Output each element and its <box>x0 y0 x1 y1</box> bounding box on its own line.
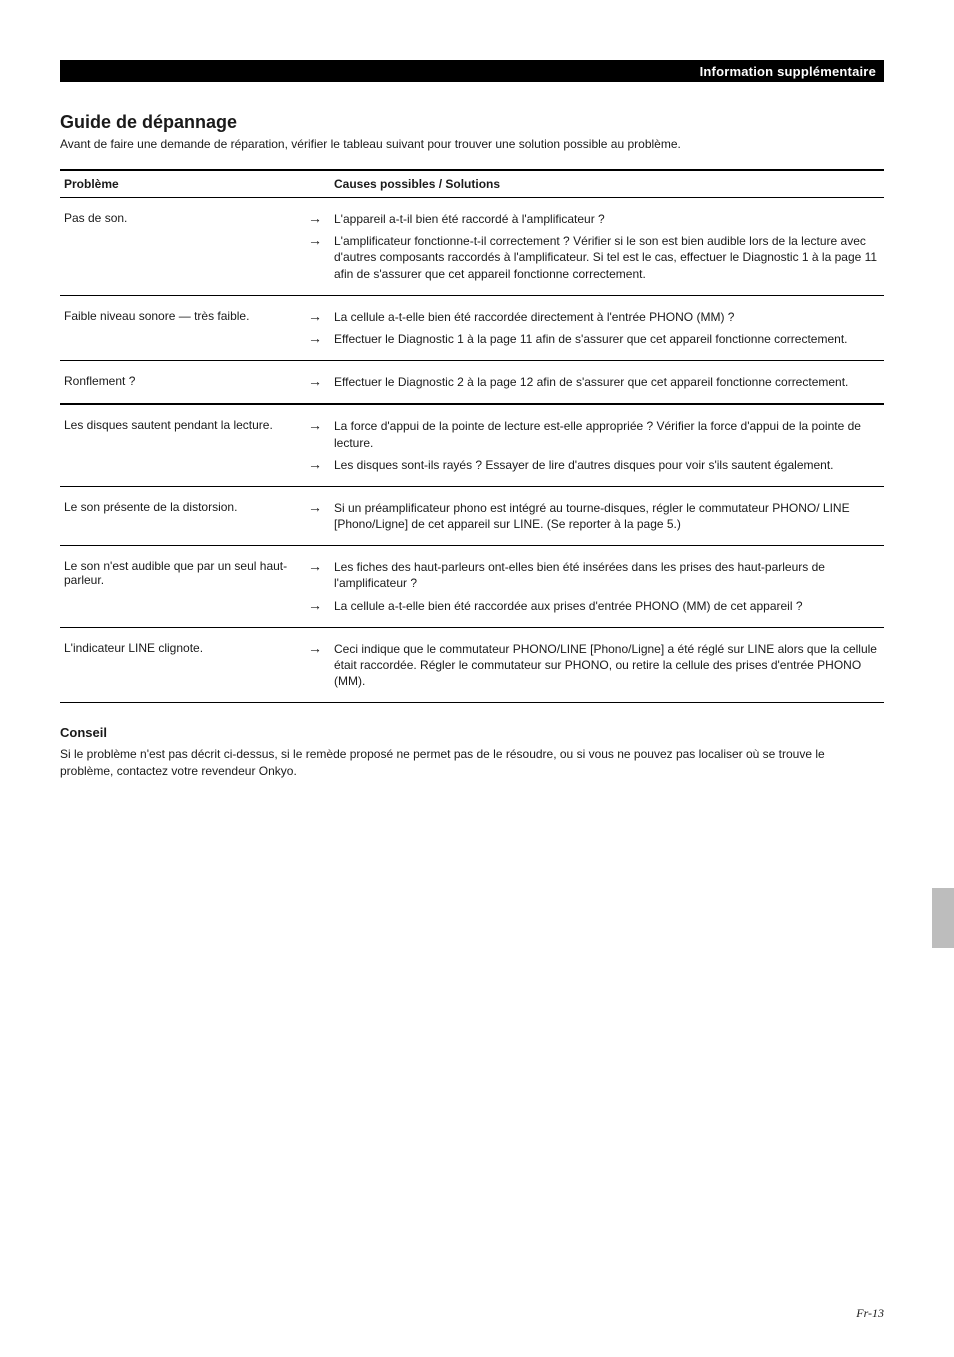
arrow-icon: → <box>300 306 330 328</box>
section-subtitle: Avant de faire une demande de réparation… <box>60 137 884 151</box>
arrow-icon: → <box>300 497 330 535</box>
arrow-icon: → <box>300 328 330 350</box>
table-group: L'indicateur LINE clignote.→Ceci indique… <box>60 627 884 703</box>
table-row: →La cellule a-t-elle bien été raccordée … <box>60 595 884 617</box>
cell-problem: L'indicateur LINE clignote. <box>60 638 300 693</box>
arrow-icon: → <box>300 208 330 230</box>
cell-remedy: L'amplificateur fonctionne-t-il correcte… <box>330 230 884 285</box>
arrow-icon: → <box>300 556 330 594</box>
cell-problem <box>60 328 300 350</box>
cell-remedy: Les fiches des haut-parleurs ont-elles b… <box>330 556 884 594</box>
cell-remedy: La cellule a-t-elle bien été raccordée a… <box>330 595 884 617</box>
tip-body: Si le problème n'est pas décrit ci-dessu… <box>60 746 860 778</box>
cell-problem: Le son présente de la distorsion. <box>60 497 300 535</box>
cell-problem: Le son n'est audible que par un seul hau… <box>60 556 300 594</box>
cell-remedy: Effectuer le Diagnostic 2 à la page 12 a… <box>330 371 884 393</box>
table-group: Le son présente de la distorsion.→Si un … <box>60 486 884 545</box>
cell-remedy: La force d'appui de la pointe de lecture… <box>330 415 884 453</box>
side-tab <box>932 888 954 948</box>
table-row: →Effectuer le Diagnostic 1 à la page 11 … <box>60 328 884 350</box>
table-row: Pas de son.→L'appareil a-t-il bien été r… <box>60 208 884 230</box>
table-header-row: Problème Causes possibles / Solutions <box>60 170 884 198</box>
section-title: Guide de dépannage <box>60 112 884 133</box>
table-row: Ronflement ?→Effectuer le Diagnostic 2 à… <box>60 371 884 393</box>
table-row: Les disques sautent pendant la lecture.→… <box>60 415 884 453</box>
table-row: Le son présente de la distorsion.→Si un … <box>60 497 884 535</box>
cell-remedy: Si un préamplificateur phono est intégré… <box>330 497 884 535</box>
header-bar: Information supplémentaire <box>60 60 884 82</box>
col-header-remedy: Causes possibles / Solutions <box>330 170 884 198</box>
arrow-icon: → <box>300 230 330 285</box>
table-group: Pas de son.→L'appareil a-t-il bien été r… <box>60 198 884 296</box>
tip-title: Conseil <box>60 725 884 740</box>
table-group: Faible niveau sonore — très faible.→La c… <box>60 295 884 360</box>
col-header-problem: Problème <box>60 170 300 198</box>
arrow-icon: → <box>300 454 330 476</box>
cell-problem: Ronflement ? <box>60 371 300 393</box>
arrow-icon: → <box>300 371 330 393</box>
arrow-icon: → <box>300 638 330 693</box>
header-title: Information supplémentaire <box>700 64 876 79</box>
page: Information supplémentaire Guide de dépa… <box>0 0 954 1357</box>
table-row: Faible niveau sonore — très faible.→La c… <box>60 306 884 328</box>
table-row: →L'amplificateur fonctionne-t-il correct… <box>60 230 884 285</box>
cell-remedy: Les disques sont-ils rayés ? Essayer de … <box>330 454 884 476</box>
cell-remedy: Effectuer le Diagnostic 1 à la page 11 a… <box>330 328 884 350</box>
cell-problem <box>60 230 300 285</box>
cell-problem <box>60 454 300 476</box>
table-group: Le son n'est audible que par un seul hau… <box>60 546 884 628</box>
cell-remedy: La cellule a-t-elle bien été raccordée d… <box>330 306 884 328</box>
page-number: Fr-13 <box>856 1306 884 1321</box>
table-group: Ronflement ?→Effectuer le Diagnostic 2 à… <box>60 361 884 405</box>
table-row: →Les disques sont-ils rayés ? Essayer de… <box>60 454 884 476</box>
cell-problem: Les disques sautent pendant la lecture. <box>60 415 300 453</box>
table-group: Les disques sautent pendant la lecture.→… <box>60 404 884 486</box>
table-row: Le son n'est audible que par un seul hau… <box>60 556 884 594</box>
arrow-icon: → <box>300 415 330 453</box>
col-header-arrow <box>300 170 330 198</box>
cell-problem: Pas de son. <box>60 208 300 230</box>
cell-problem: Faible niveau sonore — très faible. <box>60 306 300 328</box>
troubleshooting-table: Problème Causes possibles / Solutions Pa… <box>60 169 884 703</box>
cell-problem <box>60 595 300 617</box>
cell-remedy: L'appareil a-t-il bien été raccordé à l'… <box>330 208 884 230</box>
arrow-icon: → <box>300 595 330 617</box>
cell-remedy: Ceci indique que le commutateur PHONO/LI… <box>330 638 884 693</box>
table-row: L'indicateur LINE clignote.→Ceci indique… <box>60 638 884 693</box>
